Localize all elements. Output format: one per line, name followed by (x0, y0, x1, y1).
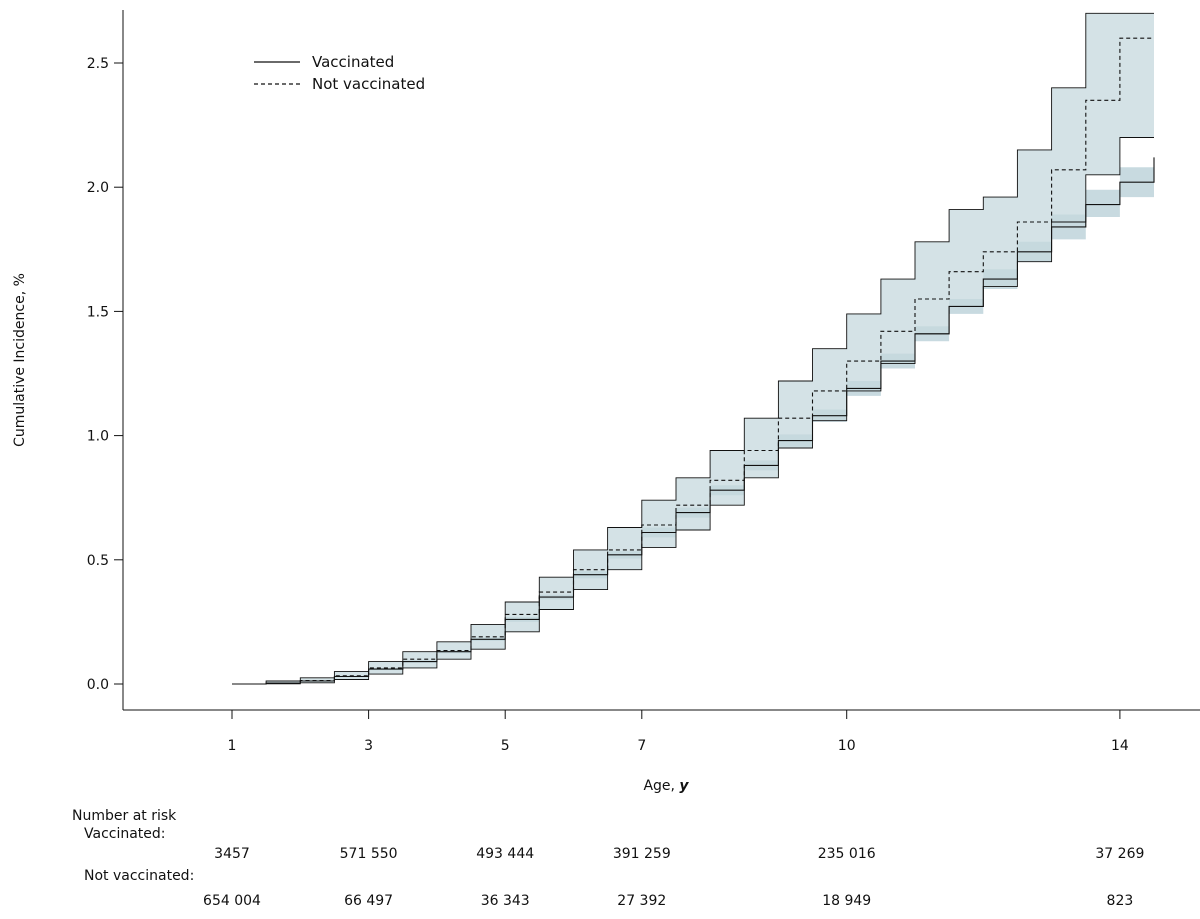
x-tick-label-0: 1 (228, 738, 237, 754)
risk-value-not-vaccinated-5: 823 (1107, 893, 1134, 909)
x-axis-title: Age, y (643, 778, 689, 794)
y-tick-label-2: 1.0 (87, 429, 109, 445)
risk-value-vaccinated-4: 235 016 (818, 846, 876, 862)
number-at-risk-table: Number at risk Vaccinated: Not vaccinate… (72, 808, 1144, 909)
risk-table-title: Number at risk (72, 808, 177, 824)
risk-row-label-vaccinated: Vaccinated: (84, 826, 166, 842)
y-tick-label-1: 0.5 (87, 553, 109, 569)
axes (122, 10, 1200, 711)
risk-value-not-vaccinated-3: 27 392 (617, 893, 666, 909)
ci-upper-not-vaccinated (232, 12, 1154, 685)
risk-values: 3457 571 550 493 444 391 259 235 016 37 269 65… (203, 846, 1144, 909)
x-tick-label-1: 3 (364, 738, 373, 754)
x-axis-title-unit: y (679, 778, 689, 794)
y-tick-label-4: 2.0 (87, 180, 109, 196)
y-tick-label-5: 2.5 (87, 56, 109, 72)
tick-marks: 0.0 0.5 1.0 1.5 2.0 2.5 1 3 5 7 10 14 (87, 56, 1129, 754)
x-axis-title-text: Age, (643, 778, 679, 794)
legend: Vaccinated Not vaccinated (254, 53, 425, 93)
x-tick-label-4: 10 (838, 738, 856, 754)
x-tick-label-2: 5 (501, 738, 510, 754)
risk-value-not-vaccinated-4: 18 949 (822, 893, 871, 909)
legend-label-vaccinated: Vaccinated (312, 53, 394, 71)
ci-band-not-vaccinated (232, 13, 1154, 685)
risk-value-not-vaccinated-2: 36 343 (481, 893, 530, 909)
y-tick-label-0: 0.0 (87, 677, 109, 693)
series-line-vaccinated (232, 157, 1155, 685)
series-line-not-vaccinated (232, 37, 1154, 685)
ci-lower-not-vaccinated (232, 137, 1154, 685)
y-axis-title: Cumulative Incidence, % (12, 273, 28, 447)
risk-value-vaccinated-3: 391 259 (613, 846, 671, 862)
risk-value-vaccinated-2: 493 444 (476, 846, 534, 862)
risk-value-not-vaccinated-1: 66 497 (344, 893, 393, 909)
x-tick-label-3: 7 (637, 738, 646, 754)
risk-value-vaccinated-5: 37 269 (1095, 846, 1144, 862)
series-lines (232, 12, 1155, 685)
legend-label-not-vaccinated: Not vaccinated (312, 75, 425, 93)
x-tick-label-5: 14 (1111, 738, 1129, 754)
risk-row-label-not-vaccinated: Not vaccinated: (84, 868, 194, 884)
risk-value-vaccinated-0: 3457 (214, 846, 250, 862)
risk-value-not-vaccinated-0: 654 004 (203, 893, 261, 909)
y-tick-label-3: 1.5 (87, 304, 109, 320)
confidence-bands (232, 13, 1154, 685)
risk-value-vaccinated-1: 571 550 (340, 846, 398, 862)
